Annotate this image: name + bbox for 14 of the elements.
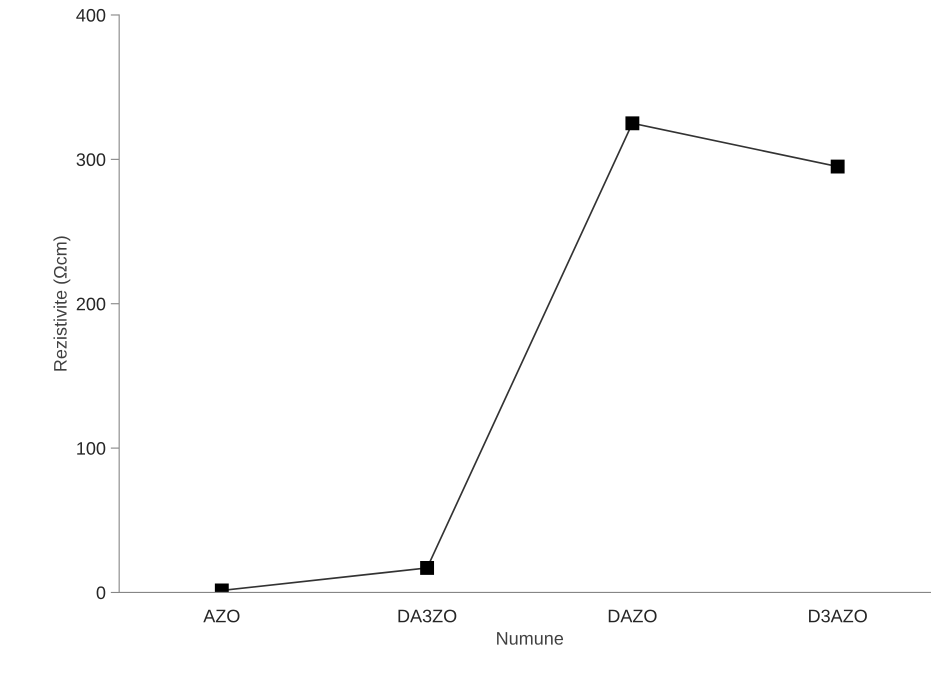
point (830, 160, 845, 174)
x-tick-label: DA3ZO (398, 610, 456, 622)
y-tick-label: 0 (96, 586, 106, 600)
y-axis-title: Rezistivite (Ωcm) (53, 236, 70, 371)
y-tick-label: 100 (77, 442, 106, 455)
x-axis-title: Numune (497, 632, 564, 645)
x-tick-label: DAZO (608, 610, 657, 622)
point (420, 560, 434, 575)
x-tick-label: AZO (203, 610, 240, 622)
y-tick-label: 400 (76, 8, 106, 22)
point (625, 116, 640, 130)
x-tick-label: D3AZO (809, 610, 867, 622)
y-tick-label: 300 (76, 153, 106, 166)
y-tick-label: 200 (76, 298, 106, 310)
